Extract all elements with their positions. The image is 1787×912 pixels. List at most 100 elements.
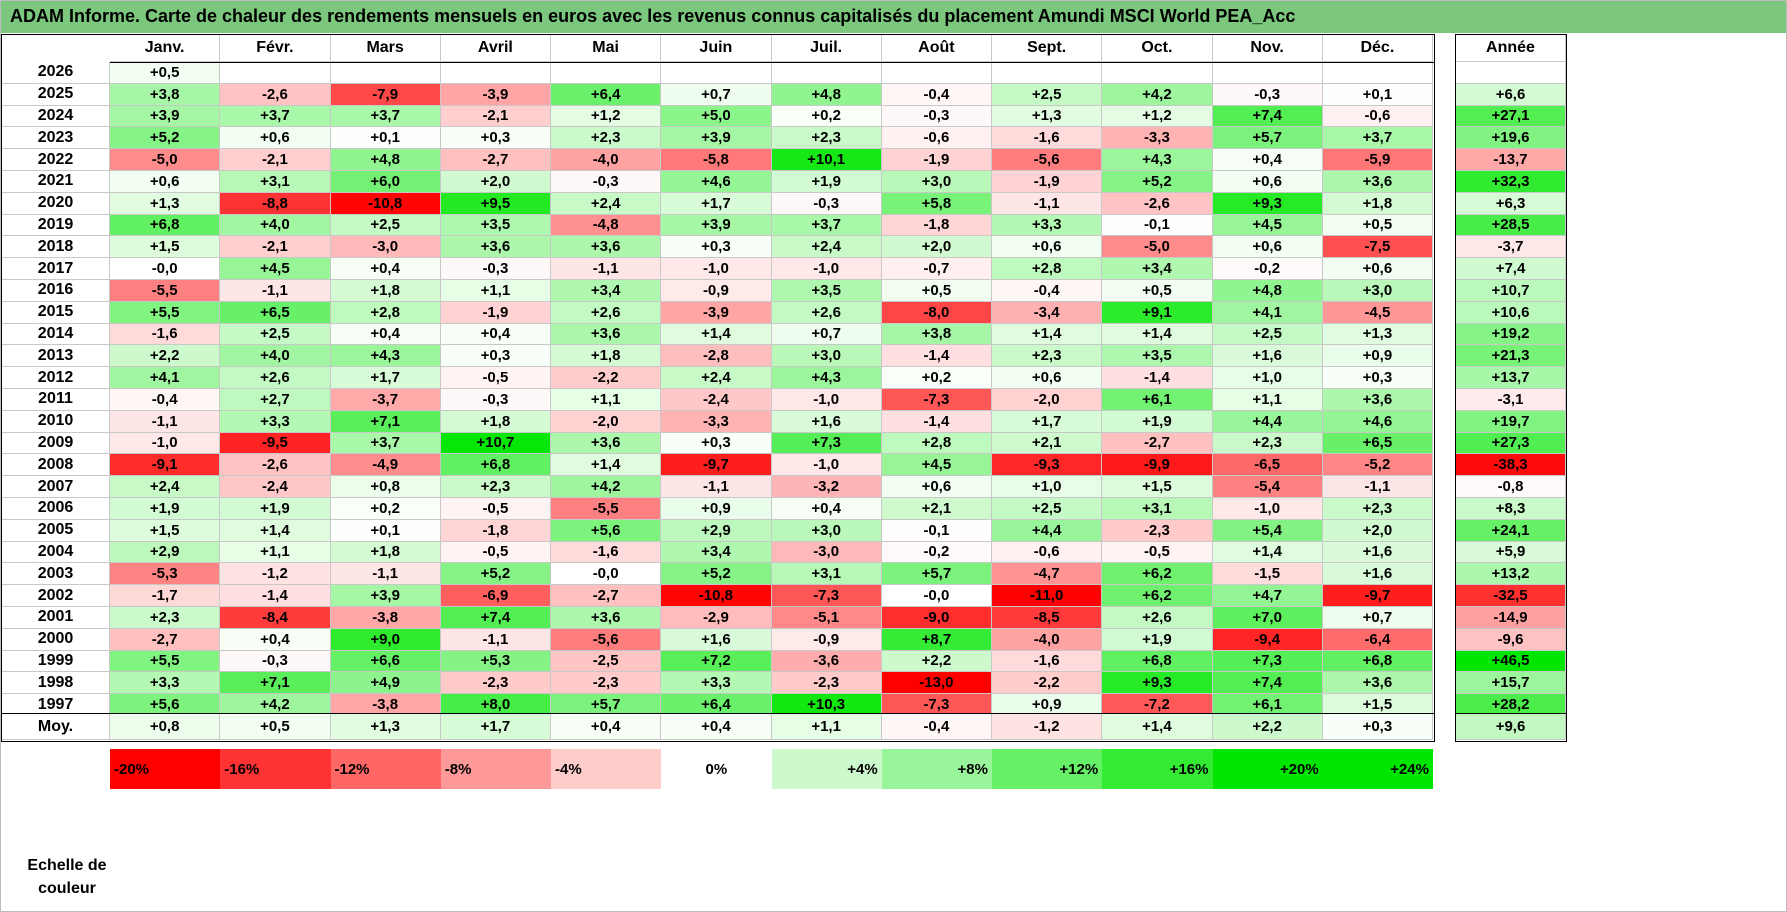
heatmap-cell: +2,7: [220, 389, 331, 411]
heatmap-cell: +1,4: [551, 454, 662, 477]
heatmap-cell: -5,5: [110, 280, 221, 302]
year-label: 2017: [2, 258, 110, 280]
heatmap-cell: +2,4: [771, 236, 882, 259]
heatmap-cell: +1,9: [1102, 410, 1213, 433]
heatmap-cell: +0,6: [1212, 171, 1323, 193]
heatmap-cell: +2,3: [110, 607, 221, 629]
year-label: 2008: [2, 454, 110, 477]
heatmap-cell: +0,6: [1322, 258, 1433, 280]
heatmap-cell: +3,1: [1102, 498, 1213, 520]
heatmap-cell: -3,9: [440, 83, 551, 106]
heatmap-cell: +1,9: [771, 171, 882, 193]
heatmap-cell: +3,0: [771, 519, 882, 542]
heatmap-cell: +0,2: [771, 105, 882, 128]
average-cell: +0,3: [1322, 714, 1433, 740]
heatmap-cell: +8,0: [440, 694, 551, 716]
heatmap-cell: -6,5: [1212, 454, 1323, 477]
heatmap-cell: -3,0: [330, 236, 441, 259]
year-label: 2003: [2, 563, 110, 586]
annual-cell: [1456, 62, 1566, 84]
heatmap-cell: +1,7: [330, 367, 441, 389]
heatmap-cell: -2,1: [440, 105, 551, 128]
heatmap-cell: -2,2: [992, 672, 1103, 695]
year-label: 2000: [2, 628, 110, 651]
heatmap-cell: -1,0: [771, 454, 882, 477]
heatmap-cell: -1,4: [881, 410, 992, 433]
color-scale-stop: +24%: [1322, 749, 1433, 789]
heatmap-cell: -9,4: [1212, 628, 1323, 651]
heatmap-cell: +3,9: [330, 585, 441, 607]
heatmap-cell: -2,0: [992, 389, 1103, 411]
heatmap-cell: [992, 62, 1103, 84]
heatmap-cell: -4,9: [330, 454, 441, 477]
heatmap-cell: +4,6: [661, 171, 772, 193]
month-header: Févr.: [220, 35, 331, 62]
heatmap-cell: +3,6: [551, 432, 662, 455]
heatmap-cell: +7,1: [330, 410, 441, 433]
heatmap-cell: -0,0: [881, 585, 992, 607]
month-header: Janv.: [110, 35, 221, 62]
heatmap-cell: +0,4: [330, 258, 441, 280]
heatmap-cell: -3,0: [771, 541, 882, 564]
heatmap-cell: +0,1: [1322, 83, 1433, 106]
heatmap-cell: +10,7: [440, 432, 551, 455]
heatmap-cell: +3,7: [220, 105, 331, 128]
heatmap-cell: +5,4: [1212, 519, 1323, 542]
annual-average-separator: [1455, 713, 1567, 714]
heatmap-cell: [661, 62, 772, 84]
heatmap-cell: -0,4: [992, 280, 1103, 302]
annual-header: Année: [1456, 35, 1566, 62]
heatmap-cell: +2,5: [220, 323, 331, 346]
heatmap-cell: +4,5: [881, 454, 992, 477]
heatmap-cell: -1,4: [881, 345, 992, 368]
heatmap-cell: +5,3: [440, 650, 551, 673]
heatmap-cell: +0,6: [881, 476, 992, 498]
heatmap-cell: -0,9: [661, 280, 772, 302]
annual-cell: -13,7: [1456, 149, 1566, 171]
heatmap-cell: +3,6: [1322, 171, 1433, 193]
heatmap-cell: +3,6: [551, 236, 662, 259]
heatmap-cell: -0,0: [551, 563, 662, 586]
color-scale-label-line2: couleur: [38, 880, 96, 897]
year-label: 2002: [2, 585, 110, 607]
average-annual-cell: +9,6: [1456, 714, 1566, 740]
heatmap-cell: -0,2: [881, 541, 992, 564]
heatmap-cell: +7,3: [1212, 650, 1323, 673]
heatmap-cell: +1,4: [661, 323, 772, 346]
year-label: 2005: [2, 519, 110, 542]
heatmap-cell: +6,8: [1102, 650, 1213, 673]
heatmap-cell: -7,2: [1102, 694, 1213, 716]
year-label: 2018: [2, 236, 110, 259]
heatmap-cell: +1,3: [110, 192, 221, 215]
heatmap-cell: -2,3: [1102, 519, 1213, 542]
annual-cell: +13,7: [1456, 367, 1566, 389]
heatmap-cell: +0,5: [1102, 280, 1213, 302]
heatmap-cell: +2,6: [220, 367, 331, 389]
heatmap-cell: +4,3: [771, 367, 882, 389]
heatmap-cell: -7,5: [1322, 236, 1433, 259]
heatmap-cell: -1,5: [1212, 563, 1323, 586]
heatmap-cell: -1,8: [881, 214, 992, 237]
heatmap-cell: +2,1: [881, 498, 992, 520]
color-scale-label: Echelle de couleur: [8, 854, 126, 902]
heatmap-cell: +3,1: [771, 563, 882, 586]
heatmap-cell: -0,6: [1322, 105, 1433, 128]
heatmap-cell: +6,4: [551, 83, 662, 106]
heatmap-cell: -0,3: [771, 192, 882, 215]
heatmap-cell: +0,1: [330, 519, 441, 542]
heatmap-cell: +1,0: [992, 476, 1103, 498]
heatmap-cell: -0,1: [1102, 214, 1213, 237]
heatmap-cell: +1,5: [1102, 476, 1213, 498]
heatmap-cell: -6,9: [440, 585, 551, 607]
heatmap-cell: +6,8: [1322, 650, 1433, 673]
heatmap-cell: +4,1: [1212, 301, 1323, 324]
year-label: 2011: [2, 389, 110, 411]
heatmap-cell: +2,0: [881, 236, 992, 259]
year-label: 2001: [2, 607, 110, 629]
heatmap-cell: -13,0: [881, 672, 992, 695]
heatmap-cell: +0,4: [1212, 149, 1323, 171]
year-label: 2012: [2, 367, 110, 389]
heatmap-cell: -8,5: [992, 607, 1103, 629]
heatmap-cell: -1,6: [992, 127, 1103, 150]
average-cell: +2,2: [1212, 714, 1323, 740]
